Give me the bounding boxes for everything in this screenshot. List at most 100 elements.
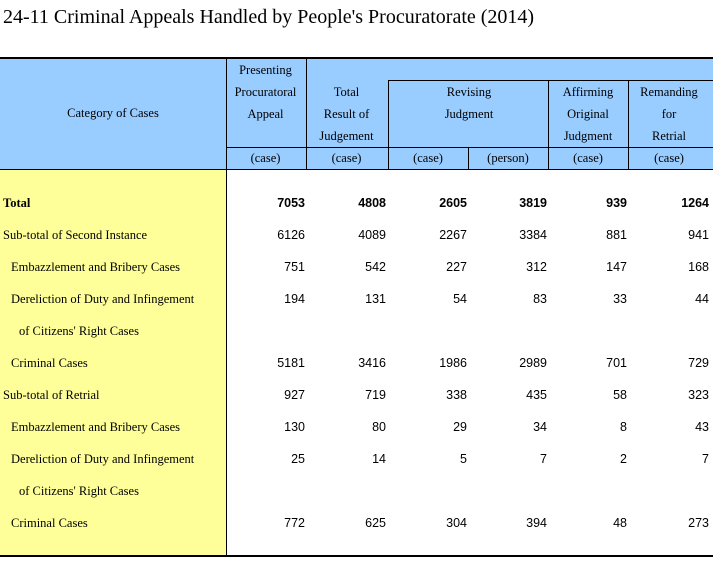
table-row: of Citizens' Right Cases: [0, 315, 713, 347]
appeals-table: Category of Cases Presenting Procuratora…: [0, 57, 713, 557]
cell-value: 6126: [277, 228, 305, 242]
cell-value: 48: [613, 516, 627, 530]
cell-value: 939: [606, 196, 627, 210]
cell-value: 194: [284, 292, 305, 306]
row-label: Sub-total of Second Instance: [3, 228, 148, 242]
header-rule: [389, 80, 713, 81]
cell-value: 80: [372, 420, 386, 434]
table-row: Dereliction of Duty and Infingement 194 …: [0, 283, 713, 315]
cell-value: 227: [446, 260, 467, 274]
cell-value: 304: [446, 516, 467, 530]
cell-value: 4089: [358, 228, 386, 242]
cell-value: 323: [688, 388, 709, 402]
row-label: Criminal Cases: [11, 516, 88, 530]
row-label: of Citizens' Right Cases: [19, 324, 139, 338]
cell-value: 44: [695, 292, 709, 306]
cell-value: 7: [702, 452, 709, 466]
cell-value: 2: [620, 452, 627, 466]
table-row: Total 7053 4808 2605 3819 939 1264: [0, 187, 713, 219]
column-divider: [388, 80, 389, 169]
cell-value: 7: [540, 452, 547, 466]
cell-value: 729: [688, 356, 709, 370]
cell-value: 147: [606, 260, 627, 274]
header-bottom-rule: [0, 169, 713, 170]
cell-value: 131: [365, 292, 386, 306]
cell-value: 719: [365, 388, 386, 402]
cell-value: 312: [526, 260, 547, 274]
header-revising-1: Revising: [446, 85, 492, 99]
cell-value: 29: [453, 420, 467, 434]
row-label: Sub-total of Retrial: [3, 388, 100, 402]
table-row: Criminal Cases 772 625 304 394 48 273: [0, 507, 713, 539]
header-revising-2: Judgment: [444, 107, 494, 121]
cell-value: 2605: [439, 196, 467, 210]
unit-revising-person: (person): [487, 151, 529, 165]
table-row: Sub-total of Second Instance 6126 4089 2…: [0, 219, 713, 251]
row-label: Embazzlement and Bribery Cases: [11, 420, 181, 434]
cell-value: 5: [460, 452, 467, 466]
cell-value: 5181: [277, 356, 305, 370]
page-title: 24-11 Criminal Appeals Handled by People…: [3, 6, 535, 28]
cell-value: 1986: [439, 356, 467, 370]
row-label: Embazzlement and Bribery Cases: [11, 260, 181, 274]
cell-value: 338: [446, 388, 467, 402]
cell-value: 34: [533, 420, 547, 434]
header-affirming-2: Original: [567, 107, 609, 121]
header-presenting-1: Presenting: [239, 63, 292, 77]
header-affirming-1: Affirming: [562, 85, 614, 99]
column-divider: [226, 57, 227, 557]
cell-value: 941: [688, 228, 709, 242]
cell-value: 3819: [519, 196, 547, 210]
table-row: Dereliction of Duty and Infingement 25 1…: [0, 443, 713, 475]
cell-value: 4808: [358, 196, 386, 210]
column-divider: [548, 80, 549, 169]
cell-value: 7053: [277, 196, 305, 210]
cell-value: 1264: [681, 196, 709, 210]
unit-total-result: (case): [331, 151, 362, 165]
cell-value: 3384: [519, 228, 547, 242]
cell-value: 927: [284, 388, 305, 402]
cell-value: 14: [372, 452, 386, 466]
row-label: Dereliction of Duty and Infingement: [11, 452, 195, 466]
header-remanding-2: for: [661, 107, 677, 121]
header-category: Category of Cases: [67, 106, 159, 120]
cell-value: 3416: [358, 356, 386, 370]
top-rule: [0, 57, 713, 59]
category-column: [0, 169, 226, 557]
units-rule: [226, 147, 713, 148]
header-total-result-1: Total: [333, 85, 360, 99]
table-row: Embazzlement and Bribery Cases 130 80 29…: [0, 411, 713, 443]
cell-value: 58: [613, 388, 627, 402]
cell-value: 751: [284, 260, 305, 274]
unit-affirming: (case): [573, 151, 603, 165]
cell-value: 435: [526, 388, 547, 402]
cell-value: 130: [284, 420, 305, 434]
row-label: Total: [3, 196, 31, 210]
table-row: of Citizens' Right Cases: [0, 475, 713, 507]
table-header: [0, 57, 713, 169]
unit-revising-case: (case): [413, 151, 443, 165]
column-divider: [628, 80, 629, 169]
cell-value: 2989: [519, 356, 547, 370]
row-label: of Citizens' Right Cases: [19, 484, 139, 498]
column-divider: [306, 57, 307, 169]
header-total-result-3: Judgement: [319, 129, 374, 143]
unit-remanding: (case): [654, 151, 684, 165]
header-presenting-3: Appeal: [247, 107, 284, 121]
cell-value: 542: [365, 260, 386, 274]
cell-value: 25: [291, 452, 305, 466]
cell-value: 83: [533, 292, 547, 306]
bottom-rule: [0, 555, 713, 557]
table-row: Sub-total of Retrial 927 719 338 435 58 …: [0, 379, 713, 411]
cell-value: 2267: [439, 228, 467, 242]
cell-value: 43: [695, 420, 709, 434]
header-remanding-1: Remanding: [640, 85, 698, 99]
cell-value: 625: [365, 516, 386, 530]
header-remanding-3: Retrial: [651, 129, 686, 143]
cell-value: 701: [606, 356, 627, 370]
row-label: Dereliction of Duty and Infingement: [11, 292, 195, 306]
cell-value: 8: [620, 420, 627, 434]
cell-value: 273: [688, 516, 709, 530]
unit-presenting: (case): [250, 151, 281, 165]
column-divider: [468, 147, 469, 169]
